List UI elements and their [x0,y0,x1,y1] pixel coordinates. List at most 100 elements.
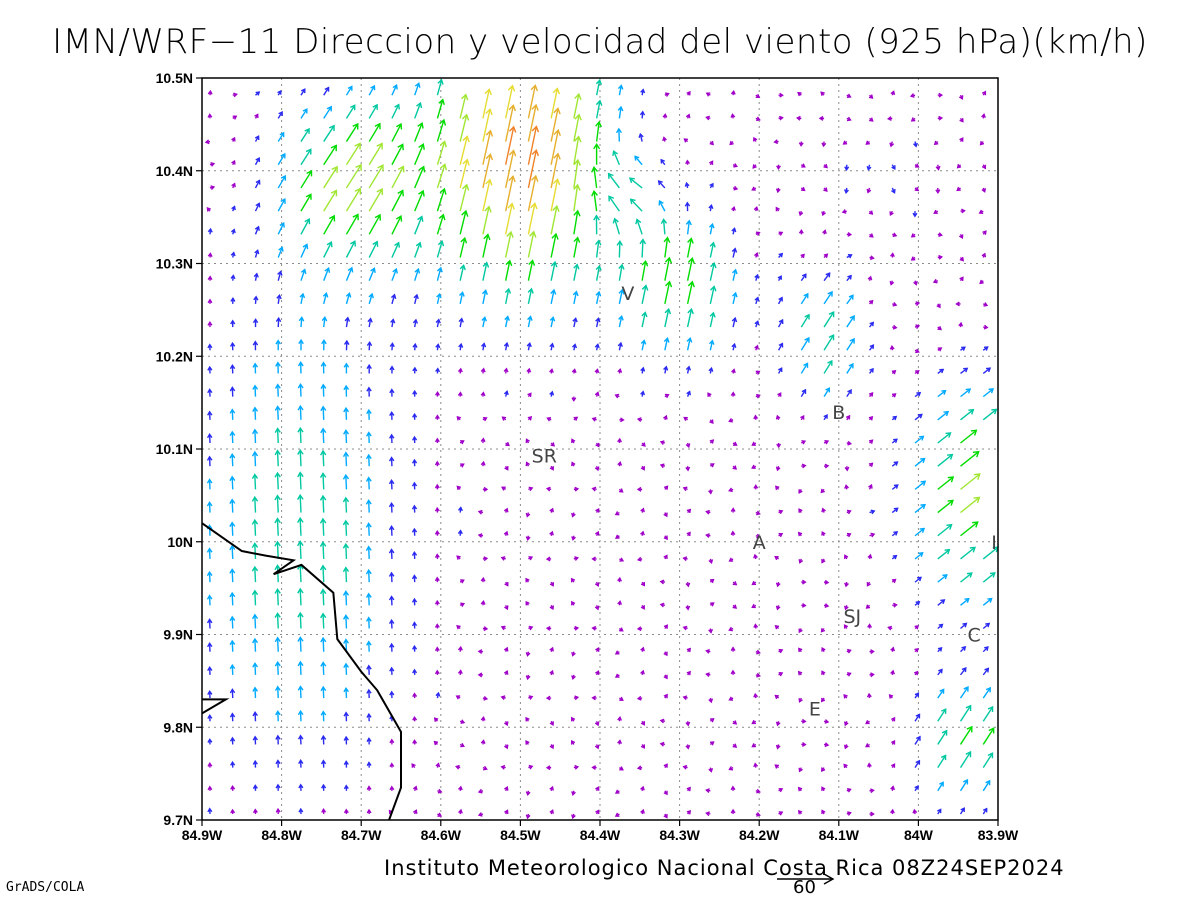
wind-arrow [981,113,986,119]
wind-arrow [755,393,761,399]
wind-arrow [525,461,530,467]
wind-arrow [892,232,898,238]
wind-arrow [659,741,665,747]
wind-arrow [844,484,849,490]
wind-arrow [342,451,350,467]
station-label-b: B [832,402,845,424]
wind-arrow [636,556,643,562]
wind-arrow [322,292,329,305]
wind-arrow [981,90,987,96]
wind-arrow [366,363,372,374]
wind-arrow [937,410,950,421]
wind-arrow [732,720,738,725]
wind-arrow [753,692,759,699]
wind-arrow [457,391,463,397]
wind-arrow [545,486,552,492]
wind-arrow [619,417,625,423]
wind-arrow [634,155,643,166]
wind-arrow [229,475,236,490]
wind-arrow [914,348,920,354]
wind-arrow [751,464,757,470]
wind-arrow [636,417,643,422]
wind-arrow [480,576,486,583]
wind-arrow [660,218,668,235]
wind-arrow [731,206,736,212]
wind-arrow [755,788,761,794]
wind-arrow [868,415,874,421]
wind-arrow [527,202,538,235]
wind-arrow [982,622,991,630]
station-label-sj: SJ [843,606,861,628]
lon-tick-label: 84W [904,827,934,843]
wind-arrow [368,292,374,305]
wind-arrow [366,640,372,652]
grid-lines [201,77,999,821]
wind-arrow [573,113,582,142]
wind-arrow [960,408,975,421]
wind-arrow [342,519,350,536]
wind-arrow [436,78,444,96]
wind-arrow [868,299,874,305]
wind-arrow [229,568,236,583]
institution-footer: Instituto Meteorologico Nacional Costa R… [384,856,1065,880]
wind-arrow [960,597,970,606]
wind-arrow [846,253,853,259]
wind-arrow [504,720,509,727]
wind-arrow [571,396,577,402]
wind-arrow [298,807,304,815]
wind-arrow [982,230,987,235]
wind-arrow [640,366,646,374]
wind-arrow [800,362,809,374]
lat-tick-label: 10.4N [156,163,193,179]
wind-arrow [254,225,260,235]
wind-arrow [959,704,972,722]
wind-arrow [297,471,304,490]
wind-arrow [229,364,236,374]
wind-arrow [914,301,921,306]
wind-arrow [321,783,327,791]
wind-arrow [774,624,780,630]
wind-arrow [846,116,852,122]
wind-arrow [206,547,213,559]
wind-arrow [892,324,898,330]
wind-arrow [663,693,668,699]
wind-arrow [389,666,395,675]
wind-arrow [595,507,600,513]
wind-arrow [229,408,236,420]
wind-arrow [230,319,236,328]
wind-arrow [937,432,952,444]
wind-arrow [889,280,895,286]
wind-arrow [207,89,213,96]
wind-arrow [729,140,734,146]
wind-arrow [960,388,972,398]
wind-arrow [412,715,418,722]
wind-arrow [229,544,236,559]
wind-arrow [323,266,331,281]
wind-arrow [868,210,874,215]
wind-arrow [869,509,876,515]
wind-arrow [914,324,921,329]
wind-arrow [526,341,532,351]
wind-arrow [527,174,539,212]
wind-arrow [320,427,327,444]
wind-arrow [823,603,830,608]
wind-arrow [866,187,872,194]
wind-arrow [751,580,757,586]
lat-tick-label: 10.5N [156,70,193,86]
wind-arrow [682,625,688,631]
wind-arrow [959,807,965,815]
wind-arrow [436,187,447,212]
wind-arrow [615,127,622,142]
wind-arrow [982,597,993,606]
wind-arrow [323,165,338,189]
wind-arrow [320,405,327,420]
wind-arrow [389,690,395,699]
wind-arrow [435,318,441,328]
wind-arrow [914,413,923,421]
wind-arrow [960,208,966,214]
wind-arrow [252,759,258,768]
wind-arrow [686,786,691,792]
wind-arrow [366,386,372,397]
wind-arrow [503,341,510,351]
